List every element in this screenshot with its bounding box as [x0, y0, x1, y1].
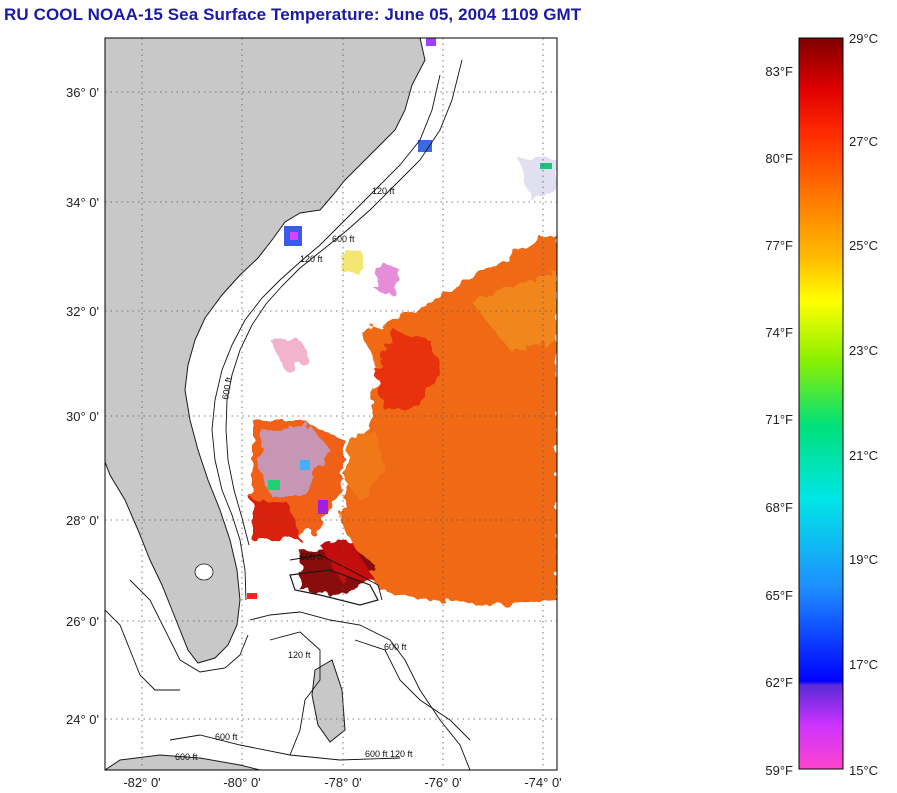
map-frame [104, 37, 558, 771]
lat-tick-label: 26° 0' [66, 614, 99, 629]
colorbar-c-label: 25°C [849, 238, 878, 253]
colorbar-f-label: 80°F [765, 151, 793, 166]
isobath-label: 600 ft [384, 642, 407, 652]
colorbar-c-label: 23°C [849, 343, 878, 358]
longitude-labels: -82° 0' -80° 0' -78° 0' -76° 0' -74° 0' [123, 775, 561, 790]
isobath-label: 600 ft [365, 749, 388, 759]
colorbar-f-label: 71°F [765, 412, 793, 427]
graticule [105, 38, 557, 770]
isobath-label: 600 ft [215, 732, 238, 742]
cuba-coast [105, 754, 261, 770]
colorbar-f-label: 62°F [765, 675, 793, 690]
sst-data-layer [252, 158, 557, 605]
colorbar-f-label: 74°F [765, 325, 793, 340]
isobath-label: 120 ft [288, 650, 311, 660]
isobath-label: 600 ft [175, 752, 198, 762]
lon-tick-label: -78° 0' [324, 775, 361, 790]
isobath-label: 120 ft [390, 749, 413, 759]
lat-tick-label: 34° 0' [66, 195, 99, 210]
colorbar-c-label: 21°C [849, 448, 878, 463]
lat-tick-label: 30° 0' [66, 409, 99, 424]
colorbar-fahrenheit-labels: 83°F 80°F 77°F 74°F 71°F 68°F 65°F 62°F … [765, 64, 793, 778]
isobath-label: 600 ft [220, 376, 234, 400]
isobath-label: 600 ft [332, 234, 355, 244]
lat-tick-label: 32° 0' [66, 304, 99, 319]
colorbar [798, 37, 844, 770]
isobath-label: 120 ft [300, 254, 323, 264]
page-title: RU COOL NOAA-15 Sea Surface Temperature:… [4, 5, 582, 24]
colorbar-c-label: 15°C [849, 763, 878, 778]
colorbar-f-label: 59°F [765, 763, 793, 778]
sst-speckles [247, 38, 552, 599]
lon-tick-label: -76° 0' [424, 775, 461, 790]
isobath-label: 120 ft [372, 186, 395, 196]
colorbar-c-label: 19°C [849, 552, 878, 567]
latitude-labels: 36° 0' 34° 0' 32° 0' 30° 0' 28° 0' 26° 0… [66, 85, 99, 727]
colorbar-f-label: 77°F [765, 238, 793, 253]
colorbar-c-label: 17°C [849, 657, 878, 672]
lon-tick-label: -80° 0' [223, 775, 260, 790]
isobath-contours [105, 59, 471, 770]
colorbar-f-label: 83°F [765, 64, 793, 79]
colorbar-f-label: 68°F [765, 500, 793, 515]
lat-tick-label: 36° 0' [66, 85, 99, 100]
bahamas-island-grand [289, 569, 379, 606]
lat-tick-label: 24° 0' [66, 712, 99, 727]
colorbar-f-label: 65°F [765, 588, 793, 603]
lon-tick-label: -74° 0' [524, 775, 561, 790]
isobath-label: 600 ft [300, 552, 323, 562]
lat-tick-label: 28° 0' [66, 513, 99, 528]
colorbar-c-label: 27°C [849, 134, 878, 149]
us-southeast-landmass [105, 38, 426, 664]
colorbar-c-label: 29°C [849, 31, 878, 46]
lake-okeechobee [194, 563, 214, 581]
isobath-labels: 120 ft 600 ft 120 ft 600 ft 600 ft 120 f… [175, 186, 413, 762]
colorbar-celsius-labels: 29°C 27°C 25°C 23°C 21°C 19°C 17°C 15°C [849, 31, 878, 778]
lon-tick-label: -82° 0' [123, 775, 160, 790]
bahamas-island-andros [311, 659, 346, 743]
